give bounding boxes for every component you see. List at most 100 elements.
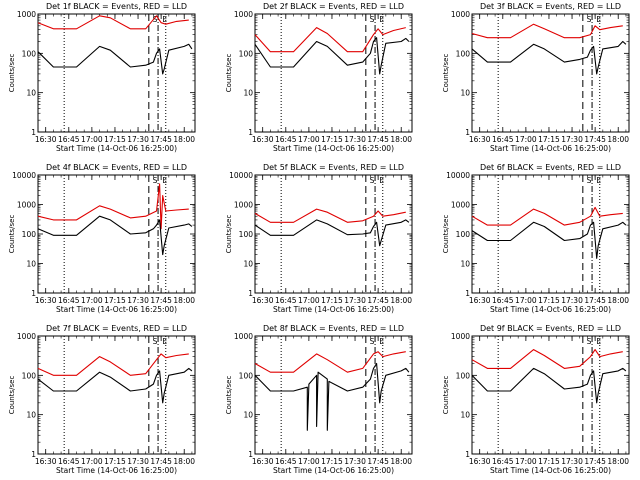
x-tick-label: 18:00 [390, 135, 412, 144]
annotation-s: S [587, 176, 592, 185]
x-tick-label: 17:30 [561, 135, 583, 144]
event-rate-line [471, 367, 627, 404]
x-axis-label: Start Time (14-Oct-06 16:25:00) [490, 305, 611, 314]
x-tick-label: 18:00 [173, 457, 195, 466]
annotation-e: E [379, 176, 384, 185]
event-rate-line [254, 362, 410, 431]
x-tick-label: 17:15 [321, 135, 343, 144]
panel-2: Det 2f BLACK = Events, RED = LLD 1 10 100 10… [225, 2, 413, 153]
event-rate-line [471, 221, 627, 259]
y-tick-label: 1 [248, 289, 253, 298]
annotation-s: S [587, 15, 592, 24]
event-rate-line [254, 219, 410, 247]
plot-frame [37, 335, 196, 455]
plot-frame [254, 335, 413, 455]
plot-frame [471, 174, 630, 294]
annotation-e: E [162, 15, 167, 24]
x-tick-label: 17:45 [367, 457, 389, 466]
x-tick-label: 16:30 [252, 457, 274, 466]
y-tick-label: 1000 [17, 332, 36, 341]
x-tick-label: 17:15 [104, 296, 126, 305]
lld-rate-line [37, 183, 189, 230]
panel-title: Det 2f BLACK = Events, RED = LLD [263, 2, 404, 11]
lld-rate-line [37, 15, 189, 30]
x-tick-label: 17:45 [584, 457, 606, 466]
y-tick-label: 100 [22, 230, 37, 239]
y-tick-label: 1000 [17, 201, 36, 210]
annotation-e: E [596, 15, 601, 24]
x-tick-label: 17:00 [81, 135, 103, 144]
y-tick-label: 10000 [229, 171, 253, 180]
x-tick-label: 17:15 [104, 135, 126, 144]
y-axis-label: Counts/sec [225, 54, 233, 93]
x-tick-label: 17:45 [367, 135, 389, 144]
y-tick-label: 10 [460, 411, 470, 420]
y-tick-label: 1000 [234, 332, 253, 341]
x-tick-label: 17:45 [150, 135, 172, 144]
y-tick-label: 100 [456, 49, 471, 58]
annotation-e: E [162, 337, 167, 346]
y-tick-label: 1000 [234, 201, 253, 210]
annotation-s: S [153, 337, 158, 346]
x-tick-label: 18:00 [173, 296, 195, 305]
y-tick-label: 1 [248, 450, 253, 459]
annotation-e: E [162, 176, 167, 185]
panel-title: Det 3f BLACK = Events, RED = LLD [480, 2, 621, 11]
x-tick-label: 16:45 [275, 296, 297, 305]
y-tick-label: 1 [465, 289, 470, 298]
panel-title: Det 7f BLACK = Events, RED = LLD [46, 324, 187, 333]
x-tick-label: 16:45 [492, 135, 514, 144]
x-tick-label: 16:45 [58, 457, 80, 466]
x-tick-label: 17:00 [515, 296, 537, 305]
y-tick-label: 100 [456, 230, 471, 239]
y-tick-label: 1000 [451, 10, 470, 19]
y-tick-label: 1 [248, 128, 253, 137]
plot-frame [471, 13, 630, 133]
y-axis-label: Counts/sec [442, 215, 450, 254]
x-tick-label: 17:00 [81, 296, 103, 305]
x-tick-label: 17:00 [298, 296, 320, 305]
annotation-e: E [596, 337, 601, 346]
x-tick-label: 18:00 [390, 457, 412, 466]
x-tick-label: 17:30 [127, 296, 149, 305]
y-axis-label: Counts/sec [8, 215, 16, 254]
y-tick-label: 100 [22, 49, 37, 58]
x-tick-label: 17:45 [584, 135, 606, 144]
x-axis-label: Start Time (14-Oct-06 16:25:00) [56, 466, 177, 475]
y-tick-label: 100 [456, 371, 471, 380]
x-tick-label: 17:45 [584, 296, 606, 305]
annotation-s: S [370, 15, 375, 24]
x-tick-label: 17:15 [538, 296, 560, 305]
x-tick-label: 17:15 [538, 457, 560, 466]
x-tick-label: 16:45 [58, 135, 80, 144]
panel-title: Det 9f BLACK = Events, RED = LLD [480, 324, 621, 333]
event-rate-line [254, 37, 410, 75]
annotation-e: E [379, 337, 384, 346]
lld-rate-line [471, 23, 623, 39]
y-tick-label: 1000 [17, 10, 36, 19]
x-tick-label: 16:30 [469, 296, 491, 305]
y-tick-label: 100 [239, 371, 254, 380]
y-tick-label: 10000 [12, 171, 36, 180]
y-tick-label: 10 [26, 89, 36, 98]
x-tick-label: 17:30 [344, 296, 366, 305]
x-tick-label: 17:45 [150, 296, 172, 305]
y-tick-label: 1 [31, 450, 36, 459]
x-tick-label: 18:00 [607, 457, 629, 466]
y-axis-label: Counts/sec [225, 376, 233, 415]
panel-title: Det 4f BLACK = Events, RED = LLD [46, 163, 187, 172]
x-tick-label: 17:00 [81, 457, 103, 466]
plot-frame [37, 13, 196, 133]
panel-title: Det 1f BLACK = Events, RED = LLD [46, 2, 187, 11]
y-tick-label: 10 [243, 260, 253, 269]
plot-frame [471, 335, 630, 455]
lld-rate-line [471, 349, 623, 369]
panel-9: Det 9f BLACK = Events, RED = LLD 1 10 100 10… [442, 324, 630, 475]
plot-frame [254, 13, 413, 133]
x-tick-label: 17:00 [298, 135, 320, 144]
x-axis-label: Start Time (14-Oct-06 16:25:00) [490, 466, 611, 475]
x-tick-label: 17:15 [321, 457, 343, 466]
y-tick-label: 10 [460, 260, 470, 269]
event-rate-line [37, 43, 193, 75]
